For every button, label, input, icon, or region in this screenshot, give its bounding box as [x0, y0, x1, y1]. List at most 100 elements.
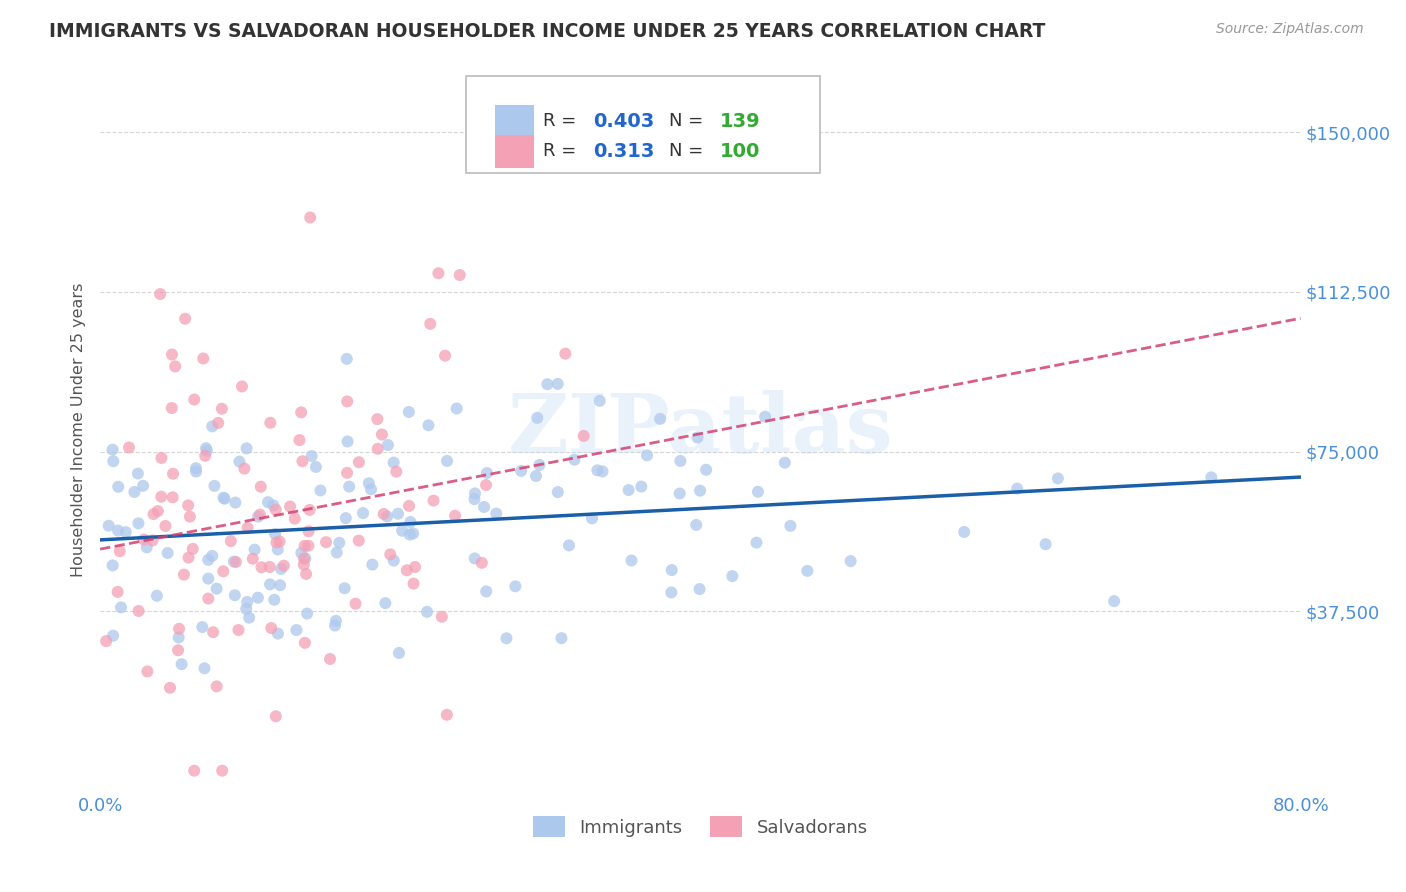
Point [1005, 482, 1028, 496]
Point [661, 563, 683, 577]
Text: 139: 139 [720, 112, 761, 131]
Point [659, 585, 682, 599]
Point [547, 376, 569, 391]
Point [529, 458, 551, 472]
Point [260, 621, 283, 635]
Point [118, 441, 141, 455]
Point [471, 556, 494, 570]
Point [773, 456, 796, 470]
Point [430, 609, 453, 624]
Point [505, 579, 527, 593]
Point [170, 657, 193, 672]
Point [201, 549, 224, 563]
Point [247, 509, 270, 524]
Point [398, 405, 420, 419]
Point [395, 563, 418, 577]
Legend: Immigrants, Salvadorans: Immigrants, Salvadorans [526, 809, 875, 845]
Point [418, 418, 440, 433]
Point [336, 351, 359, 366]
Point [184, 465, 207, 479]
Point [294, 551, 316, 566]
Point [398, 527, 420, 541]
Point [404, 560, 426, 574]
Y-axis label: Householder Income Under 25 years: Householder Income Under 25 years [72, 283, 86, 577]
Text: R =: R = [543, 112, 585, 130]
Point [127, 516, 149, 531]
Point [689, 483, 711, 498]
Point [132, 533, 155, 547]
Point [167, 643, 190, 657]
Point [436, 707, 458, 722]
Text: N =: N = [669, 142, 713, 161]
Point [416, 605, 439, 619]
Point [387, 507, 409, 521]
Point [146, 589, 169, 603]
Point [536, 377, 558, 392]
Point [273, 558, 295, 573]
Point [284, 511, 307, 525]
Point [101, 442, 124, 457]
Point [326, 545, 349, 559]
Point [266, 535, 288, 549]
Point [554, 346, 576, 360]
Point [142, 507, 165, 521]
Point [167, 622, 190, 636]
Point [107, 524, 129, 538]
Point [205, 679, 228, 693]
Point [352, 506, 374, 520]
Point [463, 492, 485, 507]
Point [510, 464, 533, 478]
Point [294, 539, 316, 553]
Point [558, 538, 581, 552]
Point [309, 483, 332, 498]
Point [347, 533, 370, 548]
Point [472, 500, 495, 514]
Point [495, 632, 517, 646]
Point [297, 524, 319, 539]
Point [259, 577, 281, 591]
Point [360, 483, 382, 497]
Point [366, 412, 388, 426]
Point [236, 595, 259, 609]
Point [288, 433, 311, 447]
Point [399, 515, 422, 529]
Point [262, 499, 284, 513]
Point [222, 555, 245, 569]
Point [249, 508, 271, 522]
Point [617, 483, 640, 497]
Point [96, 634, 118, 648]
Point [745, 535, 768, 549]
Point [264, 502, 287, 516]
Point [336, 434, 359, 449]
Point [259, 560, 281, 574]
Point [269, 534, 291, 549]
Point [107, 480, 129, 494]
Point [1035, 537, 1057, 551]
Point [475, 584, 498, 599]
Point [243, 542, 266, 557]
Text: R =: R = [543, 142, 585, 161]
Point [325, 614, 347, 628]
Point [195, 441, 218, 455]
Point [953, 524, 976, 539]
Point [291, 454, 314, 468]
Point [1046, 471, 1069, 485]
Point [402, 576, 425, 591]
Text: N =: N = [669, 112, 713, 130]
Point [204, 479, 226, 493]
Point [388, 646, 411, 660]
Point [159, 681, 181, 695]
Point [224, 495, 246, 509]
Point [160, 401, 183, 415]
Point [193, 351, 215, 366]
Point [446, 401, 468, 416]
Point [235, 602, 257, 616]
Point [183, 764, 205, 778]
Text: 100: 100 [720, 142, 761, 161]
Point [419, 317, 441, 331]
Point [103, 454, 125, 468]
Point [357, 476, 380, 491]
Point [263, 592, 285, 607]
Point [155, 519, 177, 533]
Point [97, 518, 120, 533]
